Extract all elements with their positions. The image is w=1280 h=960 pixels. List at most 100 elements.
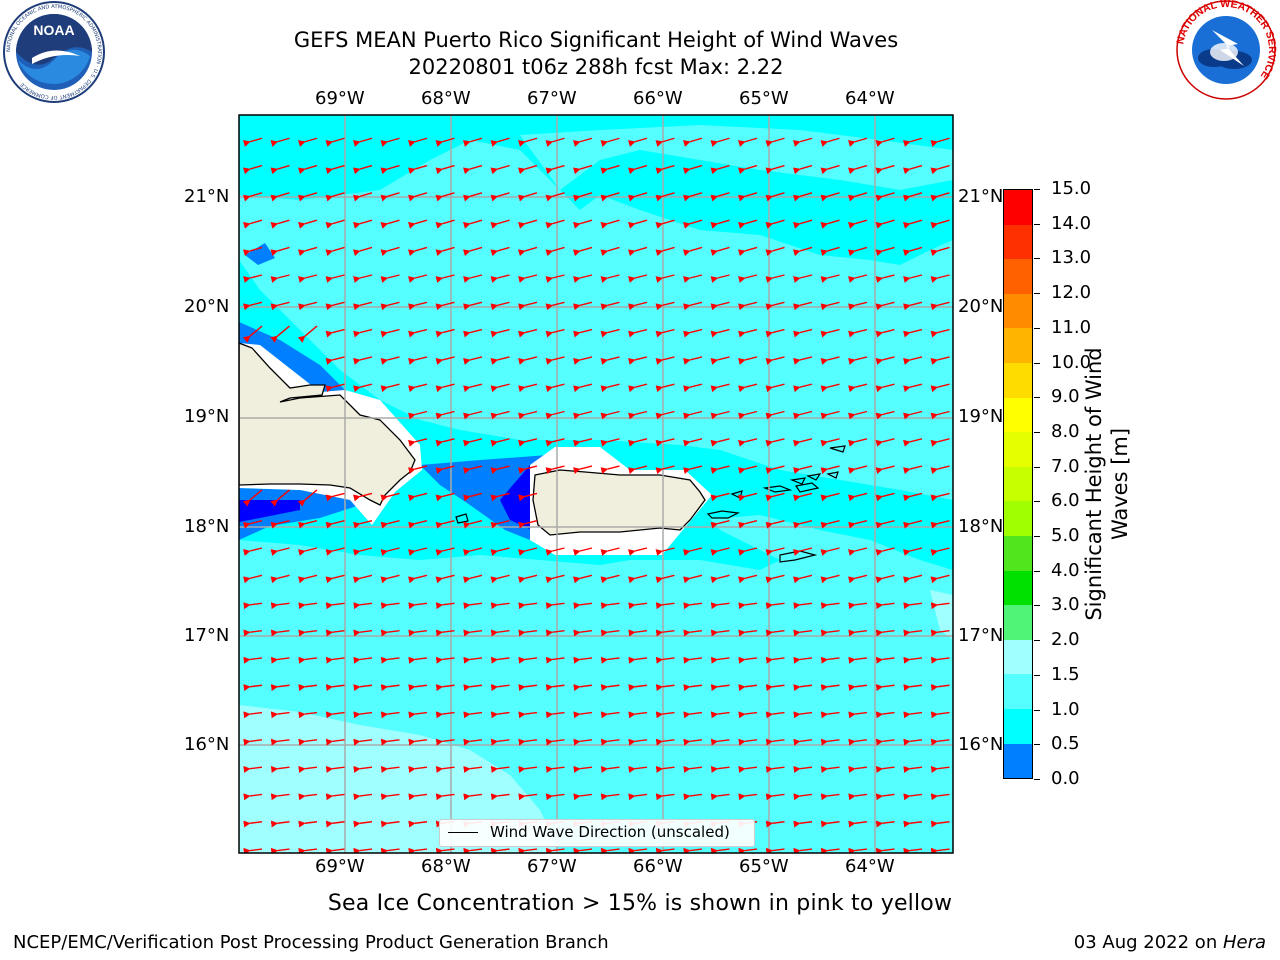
wave-direction-arrow bbox=[710, 274, 730, 283]
wave-direction-arrow bbox=[353, 547, 373, 556]
wave-direction-arrow bbox=[848, 711, 868, 719]
colorbar-tick-label: 8.0 bbox=[1051, 420, 1080, 442]
wave-direction-arrow bbox=[765, 629, 785, 637]
wave-direction-arrow bbox=[408, 274, 428, 283]
wave-direction-arrow bbox=[490, 246, 510, 257]
very-low-zone-mona bbox=[500, 465, 532, 530]
wave-direction-arrow bbox=[848, 274, 868, 283]
wave-direction-arrow bbox=[655, 383, 675, 393]
wave-direction-arrow bbox=[462, 246, 483, 257]
wave-direction-arrow bbox=[270, 547, 290, 556]
wave-direction-arrow bbox=[683, 274, 703, 283]
wave-direction-arrow bbox=[655, 574, 675, 584]
wave-direction-arrow bbox=[353, 793, 373, 801]
wave-direction-arrow bbox=[903, 711, 923, 719]
colorbar-tick-label: 0.0 bbox=[1051, 768, 1080, 789]
wave-direction-arrow bbox=[875, 547, 895, 556]
wave-direction-arrow bbox=[408, 465, 428, 475]
colorbar-tick-label: 11.0 bbox=[1051, 316, 1092, 338]
wave-direction-arrow bbox=[683, 738, 703, 746]
wave-direction-arrow bbox=[600, 328, 620, 338]
wave-direction-arrow bbox=[407, 164, 428, 175]
wave-direction-arrow bbox=[490, 438, 510, 447]
wave-direction-arrow bbox=[792, 219, 813, 229]
wave-direction-arrow bbox=[848, 328, 868, 338]
wave-direction-arrow bbox=[930, 602, 950, 610]
wave-direction-arrow bbox=[710, 492, 730, 502]
wave-direction-arrow bbox=[490, 465, 510, 475]
wave-direction-arrow bbox=[710, 465, 730, 475]
wave-direction-arrow bbox=[380, 629, 400, 637]
wave-direction-arrow bbox=[683, 547, 703, 556]
wave-direction-arrow bbox=[848, 301, 868, 311]
wave-direction-arrow bbox=[903, 602, 923, 610]
colorbar-segment bbox=[1004, 293, 1032, 329]
wave-direction-arrow bbox=[573, 328, 593, 338]
wave-direction-arrow bbox=[353, 847, 373, 853]
wave-direction-arrow bbox=[710, 574, 730, 584]
wave-direction-arrow bbox=[490, 547, 510, 556]
wave-direction-arrow bbox=[930, 274, 950, 283]
wave-direction-arrow bbox=[545, 219, 565, 229]
wave-direction-arrow bbox=[848, 684, 868, 692]
wave-direction-arrow bbox=[517, 219, 538, 229]
wave-direction-arrow bbox=[462, 164, 483, 175]
wave-direction-arrow bbox=[765, 492, 785, 502]
wave-direction-arrow bbox=[573, 629, 593, 637]
wave-direction-arrow bbox=[820, 520, 840, 529]
wave-direction-arrow bbox=[875, 656, 895, 664]
wave-direction-arrow bbox=[380, 274, 400, 283]
wave-direction-arrow bbox=[380, 602, 400, 610]
colorbar-segment bbox=[1004, 674, 1032, 709]
wave-direction-arrow bbox=[848, 438, 868, 447]
wave-direction-arrow bbox=[545, 137, 565, 147]
colorbar-tick-mark bbox=[1034, 362, 1040, 364]
wave-direction-arrow bbox=[325, 656, 345, 664]
wave-direction-arrow bbox=[270, 489, 290, 507]
wave-direction-arrow bbox=[462, 219, 483, 229]
wave-direction-arrow bbox=[793, 301, 813, 311]
wave-direction-arrow bbox=[737, 246, 758, 257]
wave-direction-arrow bbox=[518, 574, 538, 584]
wave-direction-arrow bbox=[903, 820, 923, 828]
top-band bbox=[239, 115, 953, 140]
wave-direction-arrow bbox=[903, 738, 923, 746]
wave-direction-arrow bbox=[903, 274, 923, 283]
wave-direction-arrow bbox=[848, 547, 868, 556]
wave-direction-arrow bbox=[738, 793, 758, 801]
colorbar-tick-mark bbox=[1034, 293, 1040, 295]
wave-direction-arrow bbox=[875, 684, 895, 692]
lon-label-top-68w: 68°W bbox=[421, 88, 471, 109]
wave-direction-arrow bbox=[600, 793, 620, 801]
wave-direction-arrow bbox=[435, 301, 455, 311]
wave-direction-arrow bbox=[710, 219, 730, 229]
wave-direction-arrow bbox=[710, 438, 730, 447]
wave-direction-arrow bbox=[628, 301, 648, 311]
wave-direction-arrow bbox=[325, 793, 345, 801]
wave-direction-arrow bbox=[848, 738, 868, 746]
wave-direction-arrow bbox=[903, 520, 923, 529]
wave-direction-arrow bbox=[600, 711, 620, 719]
wave-direction-arrow bbox=[875, 410, 895, 420]
wave-direction-arrow bbox=[738, 383, 758, 393]
wave-direction-arrow bbox=[435, 246, 455, 257]
wave-direction-arrow bbox=[270, 711, 290, 719]
wave-direction-arrow bbox=[545, 301, 565, 311]
wave-direction-arrow bbox=[628, 847, 648, 853]
wave-direction-arrow bbox=[765, 711, 785, 719]
wave-direction-arrow bbox=[463, 356, 483, 365]
wave-direction-arrow bbox=[573, 574, 593, 584]
wave-direction-arrow bbox=[627, 164, 648, 175]
wave-direction-arrow bbox=[435, 656, 455, 664]
wave-direction-arrow bbox=[765, 246, 785, 257]
wave-direction-arrow bbox=[298, 765, 318, 773]
wave-direction-arrow bbox=[655, 711, 675, 719]
wave-direction-arrow bbox=[627, 219, 648, 229]
wave-direction-arrow bbox=[820, 383, 840, 393]
wave-direction-arrow bbox=[490, 164, 510, 175]
wave-direction-arrow bbox=[298, 301, 318, 311]
colorbar-tick-mark bbox=[1034, 189, 1040, 190]
wave-direction-arrow bbox=[463, 492, 483, 502]
wave-direction-arrow bbox=[793, 465, 813, 475]
wave-direction-arrow bbox=[793, 520, 813, 529]
